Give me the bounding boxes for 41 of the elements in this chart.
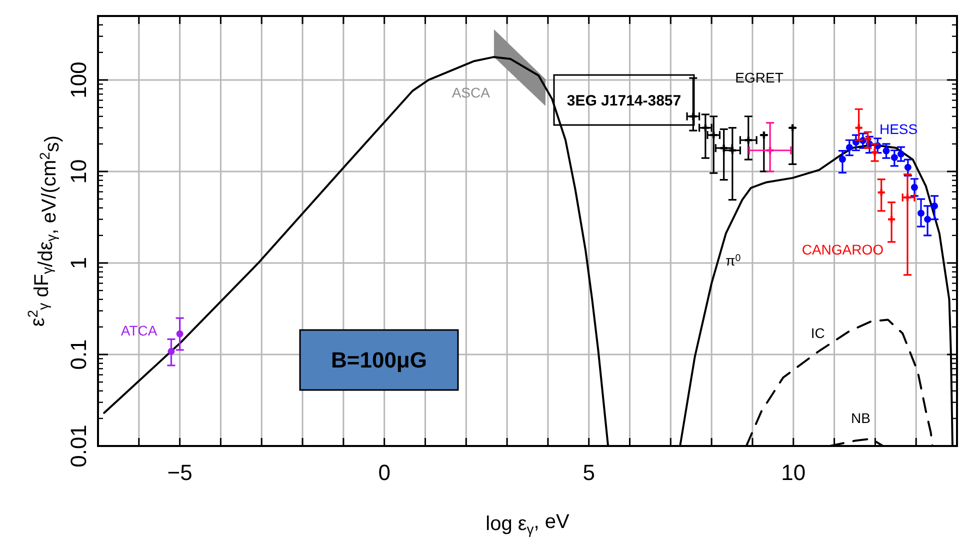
point (890, 154, 898, 162)
y-tick-label: 0.1 (66, 339, 91, 370)
y-tick-label: 10 (66, 159, 91, 184)
series-label: NB (851, 410, 870, 426)
annotation: B=100μG (330, 348, 428, 373)
point (876, 188, 886, 198)
series-label: π$^{0}$ (726, 252, 742, 268)
point (765, 146, 775, 155)
point (886, 214, 896, 224)
point (882, 147, 890, 154)
point (902, 192, 912, 202)
point (924, 216, 932, 223)
point (904, 164, 912, 171)
series-label: IC (810, 324, 825, 341)
text: EGRET (735, 69, 784, 86)
point (854, 123, 864, 132)
x-tick-label: 0 (378, 460, 390, 485)
y-tick-label: 100 (66, 62, 91, 98)
annotation: 3EG J1714-3857 (566, 92, 682, 110)
point (918, 210, 925, 217)
series-label: ATCA (120, 322, 158, 338)
x-tick-label: −5 (167, 460, 192, 485)
point (744, 136, 753, 145)
series-label: CANGAROO (802, 241, 884, 258)
point (863, 134, 872, 144)
point (846, 144, 853, 151)
x-tick-label: 10 (781, 460, 806, 485)
point (897, 150, 904, 158)
x-axis-title: log ε$_{γ}$, eV (486, 511, 570, 538)
point (931, 202, 938, 210)
point (168, 348, 175, 355)
point (838, 156, 846, 163)
y-tick-label: 0.01 (66, 424, 91, 468)
point (870, 148, 880, 157)
y-tick-label: 1 (66, 256, 91, 270)
point (176, 330, 184, 338)
series-label: HESS (879, 120, 918, 137)
point (788, 123, 798, 132)
point (759, 130, 769, 140)
x-tick-label: 5 (582, 460, 595, 485)
point (910, 184, 918, 191)
